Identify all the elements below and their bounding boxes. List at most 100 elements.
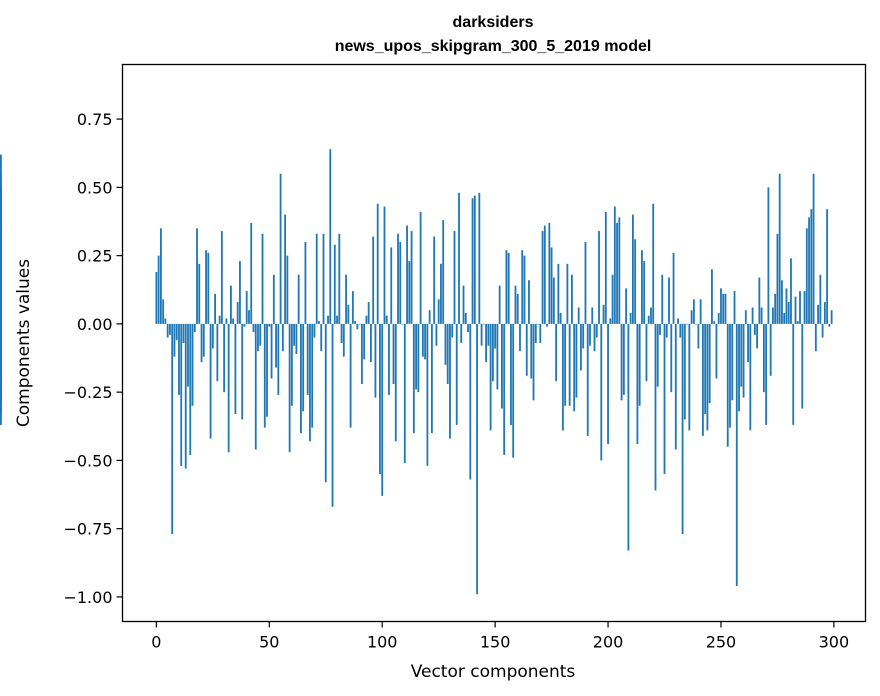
y-tick-label: −1.00 [63, 588, 112, 607]
bar [295, 323, 298, 354]
bar [471, 198, 474, 324]
bar [302, 323, 305, 412]
bar [566, 263, 569, 324]
bar [650, 307, 652, 324]
bar [830, 310, 833, 324]
bar [625, 288, 628, 324]
bar [514, 285, 517, 324]
bar [523, 255, 526, 324]
bar [415, 323, 417, 390]
bar [550, 247, 553, 324]
bar [230, 285, 232, 324]
bar [735, 323, 738, 587]
bar [622, 323, 625, 395]
bar [794, 296, 797, 324]
bar [284, 214, 287, 324]
bar [157, 255, 160, 324]
chart-title: darksiders [453, 14, 534, 31]
bar [787, 302, 790, 324]
bar [175, 323, 178, 341]
bar [460, 323, 463, 343]
bar [464, 312, 467, 324]
bar [541, 231, 544, 324]
bar [674, 323, 677, 450]
bar [293, 323, 296, 346]
bar [717, 312, 720, 324]
bar [0, 239, 2, 324]
bar [537, 323, 539, 325]
bar [498, 285, 501, 324]
bar [799, 291, 801, 324]
bar [720, 288, 722, 324]
bar [645, 323, 648, 382]
bar [211, 323, 214, 349]
plot-frame [121, 63, 867, 623]
bar [724, 293, 727, 324]
bar [704, 323, 707, 414]
x-axis-ticks: 0 50 100 150 200 250 300 [151, 621, 849, 652]
bar [261, 233, 264, 324]
bar [503, 323, 506, 455]
bar [616, 222, 618, 324]
bar [324, 323, 327, 483]
bar [162, 299, 165, 324]
bar [613, 206, 616, 324]
bar [611, 274, 614, 324]
bar [272, 274, 275, 324]
bar [609, 318, 612, 324]
bar [559, 312, 562, 324]
bar [250, 222, 253, 324]
bar [225, 318, 228, 324]
bar [270, 323, 273, 379]
bar [796, 321, 799, 324]
bar [383, 206, 386, 324]
bar [663, 323, 666, 475]
bar [485, 323, 487, 363]
bar [561, 323, 564, 431]
bar [449, 323, 451, 439]
bar [351, 291, 354, 324]
bar [354, 321, 357, 324]
bar [733, 291, 736, 324]
bar [182, 323, 185, 343]
bar [808, 217, 810, 324]
bar [410, 231, 413, 324]
bar [164, 318, 167, 324]
y-tick-label: 0.50 [77, 178, 113, 197]
bar [715, 323, 718, 379]
bar [790, 258, 792, 324]
bar [803, 291, 806, 324]
bar [336, 315, 338, 324]
bar [539, 323, 542, 343]
bar [801, 323, 804, 409]
bar [532, 323, 535, 401]
bar [394, 323, 397, 442]
bar [428, 310, 431, 324]
bar [430, 323, 433, 434]
bar [381, 323, 384, 496]
bar [819, 274, 822, 324]
bar [778, 173, 781, 324]
bar [823, 302, 826, 324]
bar [403, 323, 406, 464]
bar [227, 323, 230, 453]
bar [659, 323, 661, 335]
bar [604, 211, 607, 324]
bar [785, 288, 788, 324]
bar [826, 209, 829, 324]
bar [584, 241, 587, 324]
bar [433, 236, 436, 324]
bar [722, 293, 725, 324]
bar [557, 263, 560, 324]
bar [155, 272, 158, 324]
bar [202, 323, 205, 357]
bar [455, 323, 458, 425]
bar [467, 323, 469, 333]
bar [453, 231, 456, 324]
bar [695, 323, 698, 325]
bar [828, 323, 831, 327]
bar [216, 323, 219, 382]
